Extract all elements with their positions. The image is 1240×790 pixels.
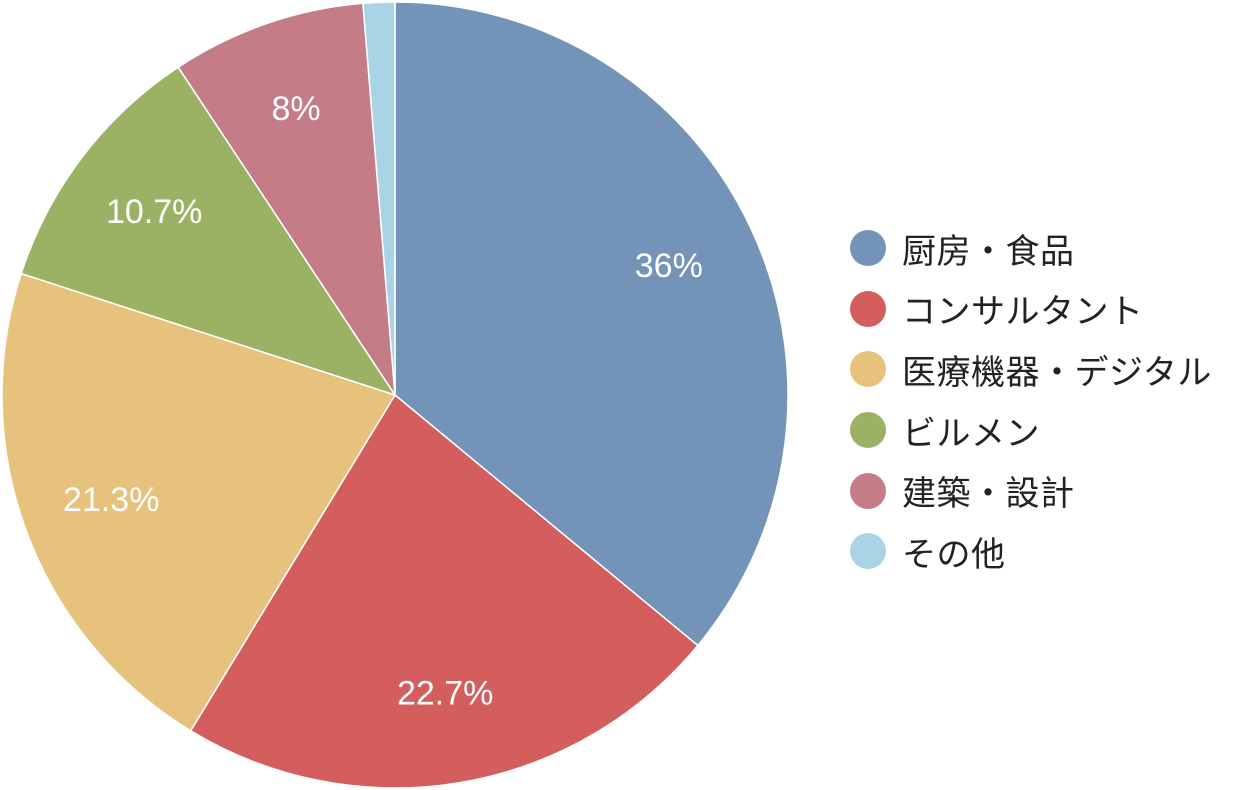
legend-swatch-circle xyxy=(850,412,886,449)
legend-label: 医療機器・デジタル xyxy=(902,352,1212,393)
legend-item: その他 xyxy=(850,521,1212,582)
legend-swatch-circle xyxy=(850,472,886,509)
slice-data-label: 10.7% xyxy=(106,193,202,231)
legend-swatch-circle xyxy=(850,351,886,388)
legend-swatch-circle xyxy=(850,290,886,327)
legend-swatch-circle xyxy=(850,230,886,267)
pie-slice-5 xyxy=(362,1,396,396)
legend-item: 建築・設計 xyxy=(850,460,1212,521)
legend-item: 医療機器・デジタル xyxy=(850,339,1212,400)
legend-label: ビルメン xyxy=(902,413,1040,454)
legend-item: 厨房・食品 xyxy=(850,218,1212,279)
pie-slice-3 xyxy=(20,66,396,396)
legend-item: ビルメン xyxy=(850,400,1212,461)
legend-label: その他 xyxy=(902,534,1006,575)
slice-data-label: 21.3% xyxy=(63,481,159,519)
pie-slice-2 xyxy=(1,272,396,732)
legend: 厨房・食品コンサルタント医療機器・デジタル ビルメン建築・設計その他 xyxy=(850,218,1212,582)
slice-data-label: 22.7% xyxy=(397,674,493,712)
pie-slices xyxy=(1,1,789,789)
pie-slice-1 xyxy=(189,394,699,789)
slice-data-label: 8% xyxy=(272,90,321,128)
legend-swatch-circle xyxy=(850,533,886,570)
slice-data-label: 36% xyxy=(635,247,703,285)
legend-label: 厨房・食品 xyxy=(902,231,1075,272)
pie-slice-0 xyxy=(394,1,789,647)
pie-slice-labels: 36% 22.7% 21.3% 10.7% 8% xyxy=(63,90,703,712)
legend-label: 建築・設計 xyxy=(902,474,1075,515)
pie-slice-4 xyxy=(177,2,396,396)
legend-item: コンサルタント xyxy=(850,279,1212,340)
legend-label: コンサルタント xyxy=(902,292,1144,333)
